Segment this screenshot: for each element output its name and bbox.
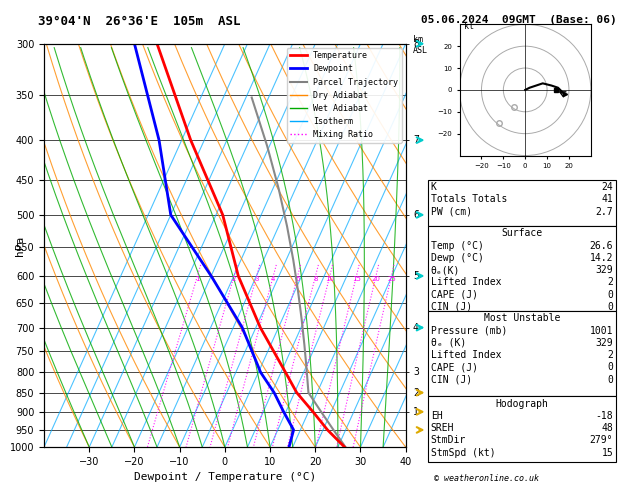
Text: 26.6: 26.6 bbox=[590, 241, 613, 251]
Text: CIN (J): CIN (J) bbox=[431, 302, 472, 312]
Text: Surface: Surface bbox=[501, 228, 543, 239]
Text: Lifted Index: Lifted Index bbox=[431, 278, 501, 287]
Text: CAPE (J): CAPE (J) bbox=[431, 290, 478, 300]
Text: 329: 329 bbox=[596, 265, 613, 275]
Legend: Temperature, Dewpoint, Parcel Trajectory, Dry Adiabat, Wet Adiabat, Isotherm, Mi: Temperature, Dewpoint, Parcel Trajectory… bbox=[287, 48, 401, 142]
X-axis label: Dewpoint / Temperature (°C): Dewpoint / Temperature (°C) bbox=[134, 472, 316, 483]
Text: 0: 0 bbox=[608, 375, 613, 385]
Text: 20: 20 bbox=[372, 276, 381, 282]
Text: LCL: LCL bbox=[456, 388, 471, 397]
Text: CAPE (J): CAPE (J) bbox=[431, 363, 478, 372]
Text: 279°: 279° bbox=[590, 435, 613, 445]
Text: PW (cm): PW (cm) bbox=[431, 207, 472, 217]
Text: 41: 41 bbox=[601, 194, 613, 205]
Text: 8: 8 bbox=[413, 39, 419, 49]
Text: 2: 2 bbox=[231, 276, 236, 282]
Text: 1: 1 bbox=[195, 276, 199, 282]
Text: 6: 6 bbox=[413, 210, 419, 220]
Text: 7: 7 bbox=[413, 135, 419, 145]
Text: StmSpd (kt): StmSpd (kt) bbox=[431, 448, 496, 457]
Text: 1: 1 bbox=[413, 407, 419, 417]
Text: 5: 5 bbox=[413, 271, 419, 281]
Text: 48: 48 bbox=[601, 423, 613, 433]
Text: θₑ(K): θₑ(K) bbox=[431, 265, 460, 275]
Text: Pressure (mb): Pressure (mb) bbox=[431, 326, 507, 336]
Text: 14.2: 14.2 bbox=[590, 253, 613, 263]
Text: EH: EH bbox=[431, 411, 443, 421]
Text: 25: 25 bbox=[387, 276, 396, 282]
Text: K: K bbox=[431, 182, 437, 192]
Text: Most Unstable: Most Unstable bbox=[484, 313, 560, 324]
Text: SREH: SREH bbox=[431, 423, 454, 433]
Text: 3: 3 bbox=[254, 276, 259, 282]
Text: 4: 4 bbox=[413, 323, 419, 332]
Text: 15: 15 bbox=[601, 448, 613, 457]
Text: 39°04'N  26°36'E  105m  ASL: 39°04'N 26°36'E 105m ASL bbox=[38, 15, 240, 28]
Text: Mixing Ratio (g/kg): Mixing Ratio (g/kg) bbox=[449, 199, 458, 295]
Text: 6: 6 bbox=[296, 276, 300, 282]
Text: θₑ (K): θₑ (K) bbox=[431, 338, 466, 348]
Text: Totals Totals: Totals Totals bbox=[431, 194, 507, 205]
Text: kt: kt bbox=[464, 22, 474, 31]
Text: Dewp (°C): Dewp (°C) bbox=[431, 253, 484, 263]
Text: 3: 3 bbox=[413, 367, 419, 377]
Text: Lifted Index: Lifted Index bbox=[431, 350, 501, 360]
Text: Hodograph: Hodograph bbox=[496, 399, 548, 409]
Text: 15: 15 bbox=[352, 276, 361, 282]
Text: 2: 2 bbox=[608, 278, 613, 287]
Text: CIN (J): CIN (J) bbox=[431, 375, 472, 385]
Text: 05.06.2024  09GMT  (Base: 06): 05.06.2024 09GMT (Base: 06) bbox=[421, 15, 617, 25]
Text: 1001: 1001 bbox=[590, 326, 613, 336]
Text: 0: 0 bbox=[608, 302, 613, 312]
Text: 2: 2 bbox=[413, 388, 419, 398]
Text: 0: 0 bbox=[608, 363, 613, 372]
Text: 329: 329 bbox=[596, 338, 613, 348]
Text: 2: 2 bbox=[608, 350, 613, 360]
Text: 24: 24 bbox=[601, 182, 613, 192]
Text: Temp (°C): Temp (°C) bbox=[431, 241, 484, 251]
Text: StmDir: StmDir bbox=[431, 435, 466, 445]
Text: 8: 8 bbox=[313, 276, 318, 282]
Text: hPa: hPa bbox=[15, 235, 25, 256]
Text: -18: -18 bbox=[596, 411, 613, 421]
Text: 2.7: 2.7 bbox=[596, 207, 613, 217]
Text: 0: 0 bbox=[608, 290, 613, 300]
Text: 10: 10 bbox=[325, 276, 334, 282]
Text: 4: 4 bbox=[271, 276, 276, 282]
Text: km
ASL: km ASL bbox=[413, 35, 428, 55]
Text: © weatheronline.co.uk: © weatheronline.co.uk bbox=[434, 474, 539, 483]
